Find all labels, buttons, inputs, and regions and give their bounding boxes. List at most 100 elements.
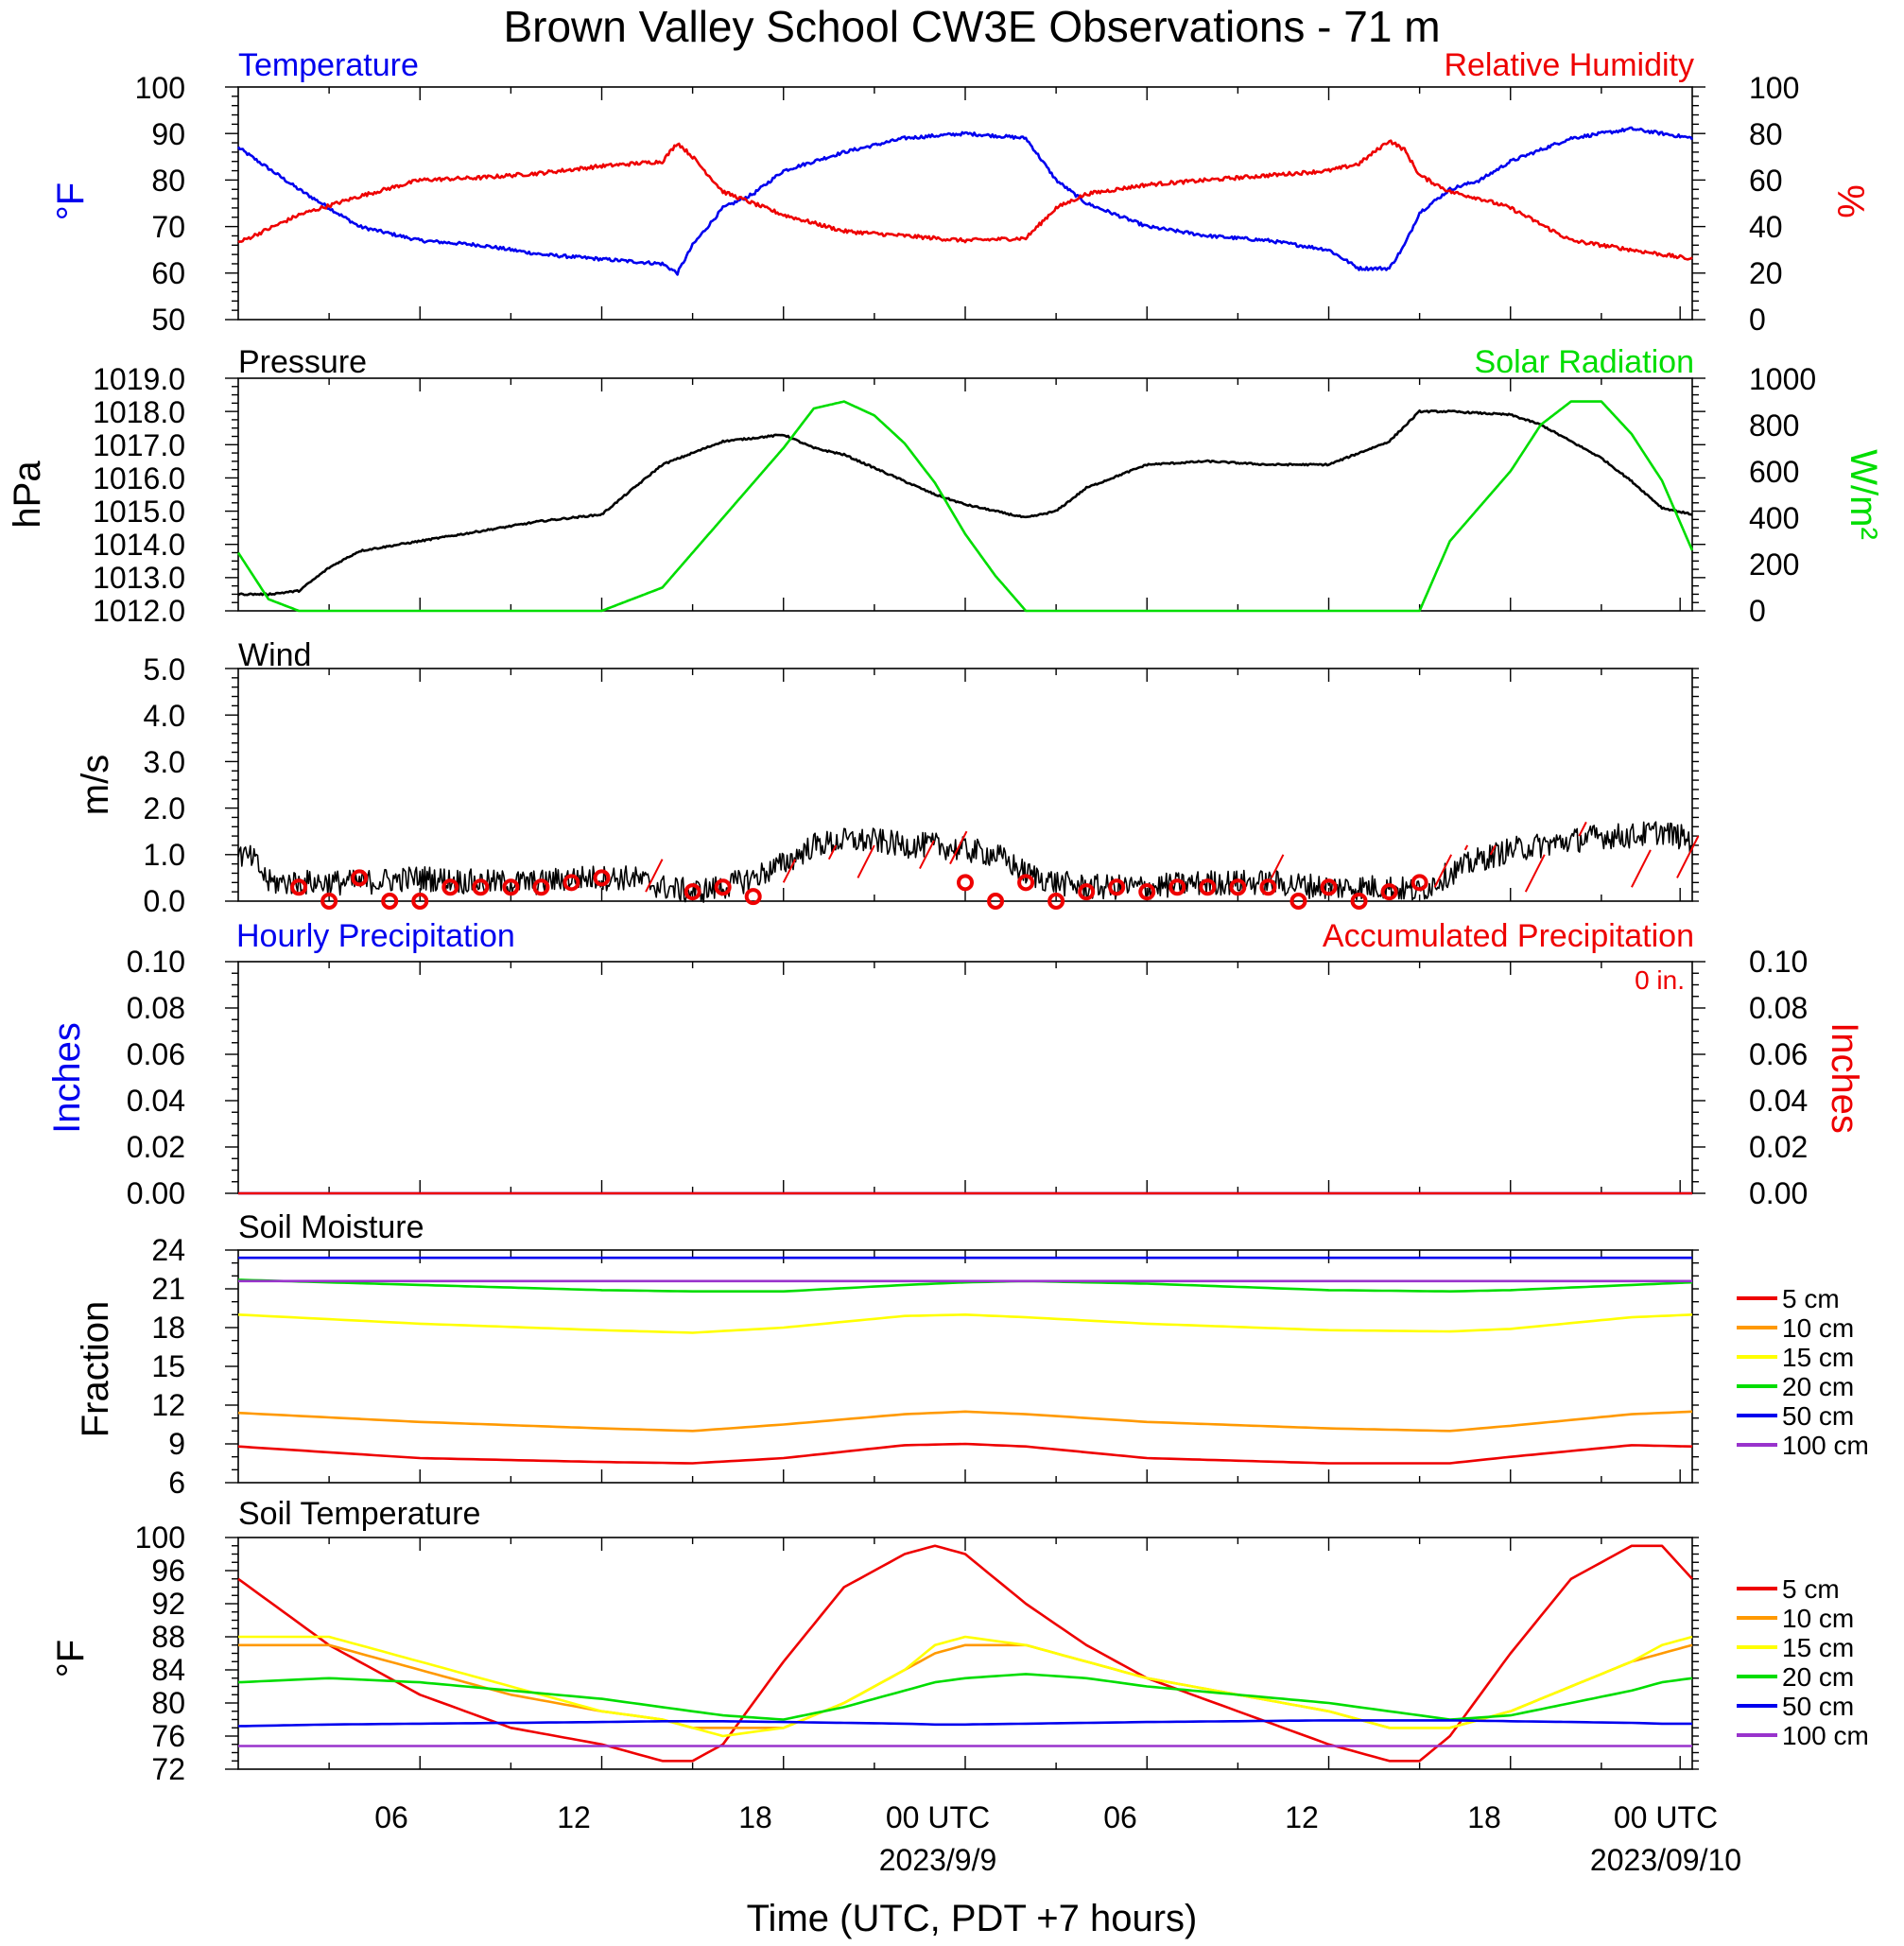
wind-barb: [857, 844, 875, 878]
y-tick-label: 100: [135, 1520, 185, 1555]
x-tick-label: 12: [557, 1800, 591, 1834]
y-tick-label: 1016.0: [93, 461, 185, 495]
pressure-solar-panel: Pressure Solar Radiation hPa W/m² 1019.0…: [7, 344, 1884, 628]
x-tick-label: 00 UTC: [886, 1800, 990, 1834]
wind-barb: [645, 859, 664, 893]
wind-panel: Wind m/s 5.0 4.0 3.0 2.0 1.0 0.0: [75, 637, 1700, 918]
y-tick-label: 84: [151, 1653, 185, 1687]
accum-precip-value: 0 in.: [1635, 965, 1685, 995]
x-date-label: 2023/09/10: [1590, 1843, 1741, 1877]
y-tick-label: 0.02: [127, 1130, 185, 1164]
wind-unit-label: m/s: [75, 755, 116, 815]
temperature-tick-labels: 100 90 80 70 60 50: [135, 71, 185, 337]
y2-tick-label: 40: [1749, 210, 1783, 244]
temperature-title: Temperature: [238, 47, 419, 83]
y-tick-label: 1015.0: [93, 495, 185, 529]
y2-tick-label: 0.08: [1749, 991, 1808, 1025]
y-tick-label: 0.0: [144, 884, 185, 918]
series-line-0: [237, 409, 1693, 597]
legend-label: 50 cm: [1782, 1692, 1854, 1721]
legend-label: 10 cm: [1782, 1604, 1854, 1633]
wind-barb: [949, 830, 968, 865]
y-tick-label: 2.0: [144, 791, 185, 825]
accum-precip-unit-label: Inches: [1824, 1022, 1865, 1134]
wind-calm-marker: [532, 878, 550, 896]
solar-title: Solar Radiation: [1475, 344, 1694, 380]
y2-tick-label: 400: [1749, 501, 1799, 535]
x-tick-label: 06: [374, 1800, 408, 1834]
soil-temperature-title: Soil Temperature: [238, 1496, 480, 1532]
wind-calm-marker: [1259, 878, 1277, 896]
wind-barb: [1676, 835, 1700, 878]
y-tick-label: 21: [151, 1272, 185, 1306]
soil-moisture-unit-label: Fraction: [75, 1301, 116, 1438]
solar-unit-label: W/m²: [1843, 449, 1884, 540]
soil-moisture-tick-labels: 24 21 18 15 12 9 6: [151, 1233, 185, 1500]
wind-barb: [1631, 849, 1652, 888]
wind-barb: [1433, 854, 1453, 888]
wind-barb: [827, 844, 838, 860]
series-line-1: [236, 400, 1694, 613]
legend-label: 5 cm: [1782, 1284, 1840, 1313]
x-tick-label: 18: [1467, 1800, 1501, 1834]
wind-tick-labels: 5.0 4.0 3.0 2.0 1.0 0.0: [144, 652, 185, 918]
y-tick-label: 1017.0: [93, 428, 185, 462]
wind-calm-marker: [714, 878, 732, 896]
y2-tick-label: 0.10: [1749, 945, 1808, 979]
y-tick-label: 1.0: [144, 838, 185, 872]
wind-barb: [919, 840, 935, 870]
pressure-tick-labels: 1019.0 1018.0 1017.0 1016.0 1015.0 1014.…: [93, 362, 185, 628]
wind-calm-marker: [381, 893, 399, 910]
x-tick-label: 12: [1285, 1800, 1319, 1834]
y-tick-label: 24: [151, 1233, 185, 1267]
y2-tick-label: 20: [1749, 256, 1783, 290]
y-tick-label: 1014.0: [93, 528, 185, 562]
soil-moisture-legend: 5 cm 10 cm 15 cm 20 cm 50 cm 100 cm: [1737, 1284, 1869, 1460]
accum-precip-title: Accumulated Precipitation: [1323, 918, 1694, 954]
y-tick-label: 0.04: [127, 1084, 185, 1118]
wind-barb: [1463, 844, 1469, 851]
y-tick-label: 92: [151, 1587, 185, 1621]
y-tick-label: 0.00: [127, 1176, 185, 1210]
wind-barb: [1578, 821, 1587, 837]
series-line-3: [237, 1278, 1693, 1293]
y-tick-label: 5.0: [144, 652, 185, 686]
y-tick-label: 15: [151, 1349, 185, 1383]
legend-label: 20 cm: [1782, 1372, 1854, 1401]
wind-title: Wind: [238, 637, 311, 673]
series-line-4: [237, 1719, 1692, 1728]
y-tick-label: 80: [151, 1686, 185, 1720]
wind-calm-marker: [593, 869, 611, 887]
wind-calm-marker: [684, 883, 701, 901]
wind-calm-marker: [1199, 878, 1217, 896]
precip-tick-labels: 0.10 0.08 0.06 0.04 0.02 0.00: [127, 945, 185, 1210]
accum-precip-tick-labels: 0.10 0.08 0.06 0.04 0.02 0.00: [1749, 945, 1808, 1210]
pressure-title: Pressure: [238, 344, 367, 380]
y-tick-label: 6: [168, 1466, 185, 1500]
y2-tick-label: 800: [1749, 408, 1799, 443]
y-tick-label: 1019.0: [93, 362, 185, 396]
legend-label: 20 cm: [1782, 1662, 1854, 1692]
y-tick-label: 90: [151, 117, 185, 151]
wind-calm-marker: [1078, 883, 1096, 901]
soil-temperature-legend: 5 cm 10 cm 15 cm 20 cm 50 cm 100 cm: [1737, 1574, 1869, 1750]
y-tick-label: 18: [151, 1311, 185, 1345]
wind-calm-marker: [1108, 878, 1126, 896]
legend-label: 100 cm: [1782, 1721, 1869, 1750]
wind-calm-marker: [1290, 893, 1307, 910]
legend-label: 15 cm: [1782, 1343, 1854, 1372]
series-line-2: [238, 1635, 1693, 1738]
legend-label: 10 cm: [1782, 1313, 1854, 1343]
y2-tick-label: 100: [1749, 71, 1799, 105]
y2-tick-label: 0.04: [1749, 1084, 1808, 1118]
y-tick-label: 88: [151, 1620, 185, 1654]
y-tick-label: 3.0: [144, 745, 185, 779]
wind-barb: [782, 859, 797, 883]
precipitation-panel: Hourly Precipitation Accumulated Precipi…: [46, 918, 1865, 1210]
x-tick-label: 18: [738, 1800, 772, 1834]
series-line-1: [237, 139, 1693, 261]
y2-tick-label: 0.06: [1749, 1037, 1808, 1071]
humidity-unit-label: %: [1829, 184, 1871, 218]
y2-tick-label: 0: [1749, 594, 1766, 628]
hourly-precip-unit-label: Inches: [46, 1022, 88, 1134]
